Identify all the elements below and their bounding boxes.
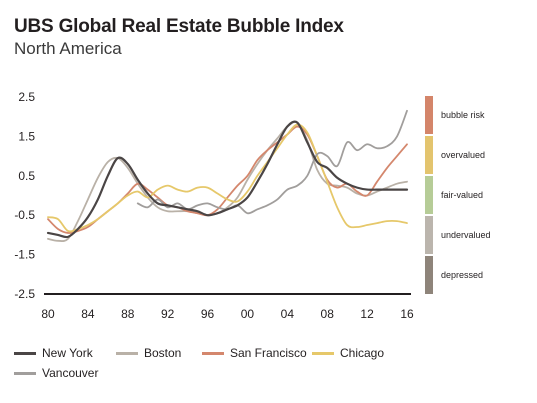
band-swatch-depressed [425,256,433,294]
x-tick-label: 12 [360,307,374,321]
legend-label: Chicago [340,346,385,360]
x-tick-label: 84 [81,307,95,321]
x-tick-label: 16 [400,307,414,321]
line-chart: 2.5 1.5 0.5 -0.5 -1.5 -2.5 80 84 88 92 96 00 04 08 12… [14,90,491,321]
legend-swatch [14,351,36,355]
y-tick-label: 1.5 [18,129,35,143]
x-tick-label: 88 [121,307,135,321]
y-tick-label: -2.5 [14,287,35,301]
band-label: overvalued [441,150,485,160]
series-line-boston [47,120,408,242]
legend-swatch [312,351,334,355]
legend-item-san-francisco: San Francisco [202,346,307,360]
y-tick-label: -1.5 [14,248,35,262]
legend-item-boston: Boston [116,346,181,360]
band-swatch-bubble-risk [425,96,433,134]
chart-subtitle: North America [14,39,122,58]
legend-swatch [14,371,36,375]
legend-label: Vancouver [42,366,99,380]
x-tick-label: 04 [281,307,295,321]
x-tick-label: 96 [201,307,215,321]
band-label: depressed [441,270,483,280]
band-label: bubble risk [441,110,485,120]
legend-swatch [202,351,224,355]
legend-item-vancouver: Vancouver [14,366,98,380]
x-tick-label: 08 [321,307,335,321]
chart-title: UBS Global Real Estate Bubble Index [14,16,344,37]
legend-label: New York [42,346,93,360]
legend-item-chicago: Chicago [312,346,384,360]
band-swatch-undervalued [425,216,433,254]
band-swatch-overvalued [425,136,433,174]
y-tick-label: -0.5 [14,208,35,222]
legend-item-new-york: New York [14,346,93,360]
x-tick-label: 00 [241,307,255,321]
series-line-chicago [47,123,408,233]
series-line-new-york [46,120,409,239]
x-tick-label: 80 [41,307,55,321]
series-line-vancouver [136,109,408,215]
legend-swatch [116,351,138,355]
legend-label: San Francisco [230,346,307,360]
y-tick-label: 2.5 [18,90,35,104]
legend-label: Boston [144,346,182,360]
band-label: fair-valued [441,190,483,200]
band-swatch-fair-valued [425,176,433,214]
x-tick-label: 92 [161,307,175,321]
band-label: undervalued [441,230,491,240]
y-tick-label: 0.5 [18,169,35,183]
